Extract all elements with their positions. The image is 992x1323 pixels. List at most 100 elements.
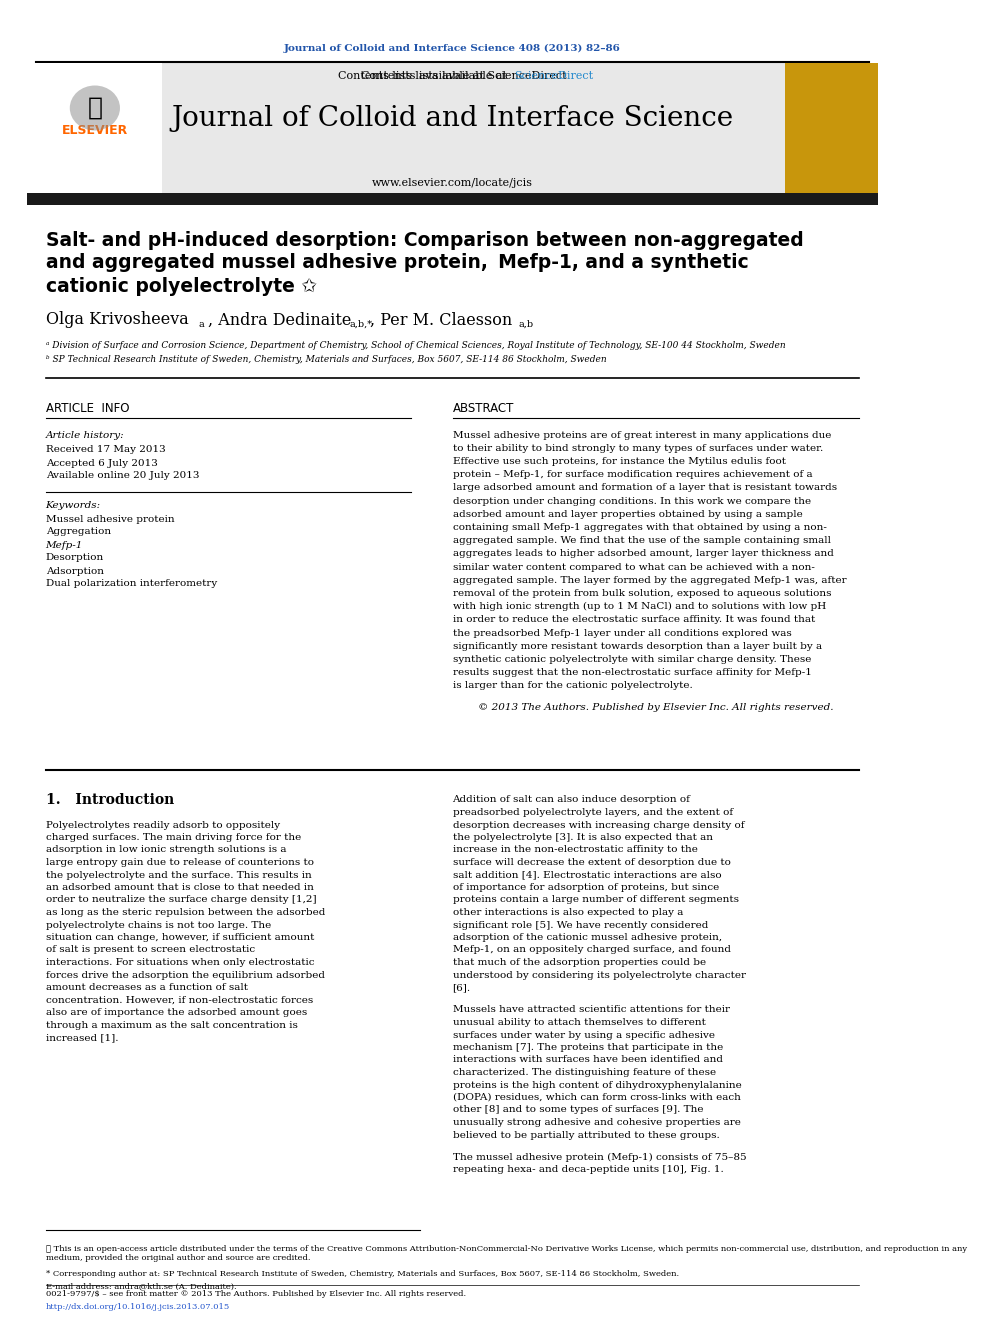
Text: forces drive the adsorption the equilibrium adsorbed: forces drive the adsorption the equilibr…: [46, 971, 324, 979]
Text: significant role [5]. We have recently considered: significant role [5]. We have recently c…: [452, 921, 708, 930]
Text: , Per M. Claesson: , Per M. Claesson: [370, 311, 513, 328]
Text: the polyelectrolyte and the surface. This results in: the polyelectrolyte and the surface. Thi…: [46, 871, 311, 880]
Text: unusual ability to attach themselves to different: unusual ability to attach themselves to …: [452, 1017, 705, 1027]
Bar: [785, 64, 878, 194]
Text: Desorption: Desorption: [46, 553, 104, 562]
Text: aggregates leads to higher adsorbed amount, larger layer thickness and: aggregates leads to higher adsorbed amou…: [452, 549, 833, 558]
Text: cationic polyelectrolyte ✩: cationic polyelectrolyte ✩: [46, 277, 316, 295]
Text: concentration. However, if non-electrostatic forces: concentration. However, if non-electrost…: [46, 995, 312, 1004]
Text: the polyelectrolyte [3]. It is also expected that an: the polyelectrolyte [3]. It is also expe…: [452, 833, 712, 841]
Text: an adsorbed amount that is close to that needed in: an adsorbed amount that is close to that…: [46, 882, 313, 892]
Text: through a maximum as the salt concentration is: through a maximum as the salt concentrat…: [46, 1020, 298, 1029]
Text: aggregated sample. The layer formed by the aggregated Mefp-1 was, after: aggregated sample. The layer formed by t…: [452, 576, 846, 585]
Text: the preadsorbed Mefp-1 layer under all conditions explored was: the preadsorbed Mefp-1 layer under all c…: [452, 628, 792, 638]
Text: charged surfaces. The main driving force for the: charged surfaces. The main driving force…: [46, 833, 301, 841]
Text: that much of the adsorption properties could be: that much of the adsorption properties c…: [452, 958, 705, 967]
Text: salt addition [4]. Electrostatic interactions are also: salt addition [4]. Electrostatic interac…: [452, 871, 721, 880]
Text: synthetic cationic polyelectrolyte with similar charge density. These: synthetic cationic polyelectrolyte with …: [452, 655, 810, 664]
Text: Adsorption: Adsorption: [46, 566, 103, 576]
Text: a: a: [198, 320, 204, 329]
Bar: [28, 64, 878, 194]
Text: order to neutralize the surface charge density [1,2]: order to neutralize the surface charge d…: [46, 896, 316, 905]
Text: The mussel adhesive protein (Mefp-1) consists of 75–85: The mussel adhesive protein (Mefp-1) con…: [452, 1152, 746, 1162]
Text: a,b,*: a,b,*: [349, 320, 373, 329]
Text: E-mail address: andra@kth.se (A. Dedinaite).: E-mail address: andra@kth.se (A. Dedinai…: [46, 1282, 236, 1290]
Text: understood by considering its polyelectrolyte character: understood by considering its polyelectr…: [452, 971, 746, 979]
Text: (DOPA) residues, which can form cross-links with each: (DOPA) residues, which can form cross-li…: [452, 1093, 740, 1102]
Text: mechanism [7]. The proteins that participate in the: mechanism [7]. The proteins that partici…: [452, 1043, 723, 1052]
Text: unusually strong adhesive and cohesive properties are: unusually strong adhesive and cohesive p…: [452, 1118, 740, 1127]
Text: interactions with surfaces have been identified and: interactions with surfaces have been ide…: [452, 1056, 722, 1065]
Text: repeating hexa- and deca-peptide units [10], Fig. 1.: repeating hexa- and deca-peptide units […: [452, 1166, 723, 1175]
Text: is larger than for the cationic polyelectrolyte.: is larger than for the cationic polyelec…: [452, 681, 692, 691]
Text: other interactions is also expected to play a: other interactions is also expected to p…: [452, 908, 682, 917]
Text: 0021-9797/$ – see front matter © 2013 The Authors. Published by Elsevier Inc. Al: 0021-9797/$ – see front matter © 2013 Th…: [46, 1290, 465, 1298]
Text: Polyelectrolytes readily adsorb to oppositely: Polyelectrolytes readily adsorb to oppos…: [46, 820, 280, 830]
Text: containing small Mefp-1 aggregates with that obtained by using a non-: containing small Mefp-1 aggregates with …: [452, 523, 826, 532]
Text: Received 17 May 2013: Received 17 May 2013: [46, 446, 166, 455]
Text: © 2013 The Authors. Published by Elsevier Inc. All rights reserved.: © 2013 The Authors. Published by Elsevie…: [478, 703, 833, 712]
Text: Keywords:: Keywords:: [46, 500, 101, 509]
Text: a,b: a,b: [518, 320, 534, 329]
Text: surfaces under water by using a specific adhesive: surfaces under water by using a specific…: [452, 1031, 714, 1040]
Text: situation can change, however, if sufficient amount: situation can change, however, if suffic…: [46, 933, 314, 942]
Text: ELSEVIER: ELSEVIER: [62, 123, 128, 136]
Text: as long as the steric repulsion between the adsorbed: as long as the steric repulsion between …: [46, 908, 325, 917]
Text: other [8] and to some types of surfaces [9]. The: other [8] and to some types of surfaces …: [452, 1106, 703, 1114]
Text: 🌳: 🌳: [87, 97, 102, 120]
Text: proteins contain a large number of different segments: proteins contain a large number of diffe…: [452, 896, 738, 905]
Ellipse shape: [69, 86, 120, 131]
Text: Effective use such proteins, for instance the Mytilus edulis foot: Effective use such proteins, for instanc…: [452, 456, 786, 466]
Text: * Corresponding author at: SP Technical Research Institute of Sweden, Chemistry,: * Corresponding author at: SP Technical …: [46, 1270, 679, 1278]
Text: surface will decrease the extent of desorption due to: surface will decrease the extent of deso…: [452, 859, 730, 867]
Text: Mefp-1, on an oppositely charged surface, and found: Mefp-1, on an oppositely charged surface…: [452, 946, 730, 954]
Text: ᵇ SP Technical Research Institute of Sweden, Chemistry, Materials and Surfaces, : ᵇ SP Technical Research Institute of Swe…: [46, 356, 606, 365]
Text: of salt is present to screen electrostatic: of salt is present to screen electrostat…: [46, 946, 255, 954]
Text: , Andra Dedinaite: , Andra Dedinaite: [208, 311, 351, 328]
Text: amount decreases as a function of salt: amount decreases as a function of salt: [46, 983, 248, 992]
Text: with high ionic strength (up to 1 M NaCl) and to solutions with low pH: with high ionic strength (up to 1 M NaCl…: [452, 602, 825, 611]
Text: Mussel adhesive proteins are of great interest in many applications due: Mussel adhesive proteins are of great in…: [452, 430, 831, 439]
Text: Addition of salt can also induce desorption of: Addition of salt can also induce desorpt…: [452, 795, 690, 804]
Text: preadsorbed polyelectrolyte layers, and the extent of: preadsorbed polyelectrolyte layers, and …: [452, 808, 733, 818]
Text: similar water content compared to what can be achieved with a non-: similar water content compared to what c…: [452, 562, 814, 572]
Text: Available online 20 July 2013: Available online 20 July 2013: [46, 471, 199, 480]
Text: significantly more resistant towards desorption than a layer built by a: significantly more resistant towards des…: [452, 642, 821, 651]
Text: increase in the non-electrostatic affinity to the: increase in the non-electrostatic affini…: [452, 845, 697, 855]
Text: Aggregation: Aggregation: [46, 528, 111, 537]
Text: results suggest that the non-electrostatic surface affinity for Mefp-1: results suggest that the non-electrostat…: [452, 668, 811, 677]
Text: Journal of Colloid and Interface Science: Journal of Colloid and Interface Science: [172, 105, 734, 131]
Text: Salt- and pH-induced desorption: Comparison between non-aggregated: Salt- and pH-induced desorption: Compari…: [46, 230, 804, 250]
Text: Article history:: Article history:: [46, 430, 124, 439]
Text: ᵃ Division of Surface and Corrosion Science, Department of Chemistry, School of : ᵃ Division of Surface and Corrosion Scie…: [46, 340, 786, 349]
Text: ABSTRACT: ABSTRACT: [452, 401, 514, 414]
Text: desorption decreases with increasing charge density of: desorption decreases with increasing cha…: [452, 820, 744, 830]
Text: interactions. For situations when only electrostatic: interactions. For situations when only e…: [46, 958, 314, 967]
Text: adsorption in low ionic strength solutions is a: adsorption in low ionic strength solutio…: [46, 845, 286, 855]
Text: desorption under changing conditions. In this work we compare the: desorption under changing conditions. In…: [452, 496, 810, 505]
Text: Mussels have attracted scientific attentions for their: Mussels have attracted scientific attent…: [452, 1005, 729, 1015]
Text: 1.   Introduction: 1. Introduction: [46, 792, 174, 807]
Text: large entropy gain due to release of counterions to: large entropy gain due to release of cou…: [46, 859, 313, 867]
Text: Contents lists available at ScienceDirect: Contents lists available at ScienceDirec…: [338, 71, 566, 81]
Bar: [28, 193, 878, 205]
Text: Accepted 6 July 2013: Accepted 6 July 2013: [46, 459, 158, 467]
Text: also are of importance the adsorbed amount goes: also are of importance the adsorbed amou…: [46, 1008, 307, 1017]
Text: increased [1].: increased [1].: [46, 1033, 118, 1043]
Text: believed to be partially attributed to these groups.: believed to be partially attributed to t…: [452, 1130, 719, 1139]
Text: characterized. The distinguishing feature of these: characterized. The distinguishing featur…: [452, 1068, 715, 1077]
Text: http://dx.doi.org/10.1016/j.jcis.2013.07.015: http://dx.doi.org/10.1016/j.jcis.2013.07…: [46, 1303, 230, 1311]
Text: Contents lists available at: Contents lists available at: [361, 71, 511, 81]
Text: aggregated sample. We find that the use of the sample containing small: aggregated sample. We find that the use …: [452, 536, 830, 545]
Text: adsorption of the cationic mussel adhesive protein,: adsorption of the cationic mussel adhesi…: [452, 933, 721, 942]
Text: and aggregated mussel adhesive protein,  Mefp-1, and a synthetic: and aggregated mussel adhesive protein, …: [46, 254, 748, 273]
Text: removal of the protein from bulk solution, exposed to aqueous solutions: removal of the protein from bulk solutio…: [452, 589, 831, 598]
Text: protein – Mefp-1, for surface modification requires achievement of a: protein – Mefp-1, for surface modificati…: [452, 470, 812, 479]
Text: Mefp-1: Mefp-1: [46, 541, 83, 549]
Text: in order to reduce the electrostatic surface affinity. It was found that: in order to reduce the electrostatic sur…: [452, 615, 814, 624]
Text: [6].: [6].: [452, 983, 470, 992]
Text: Dual polarization interferometry: Dual polarization interferometry: [46, 579, 217, 589]
Text: ARTICLE  INFO: ARTICLE INFO: [46, 401, 129, 414]
Text: Olga Krivosheeva: Olga Krivosheeva: [46, 311, 188, 328]
Text: ScienceDirect: ScienceDirect: [514, 71, 593, 81]
